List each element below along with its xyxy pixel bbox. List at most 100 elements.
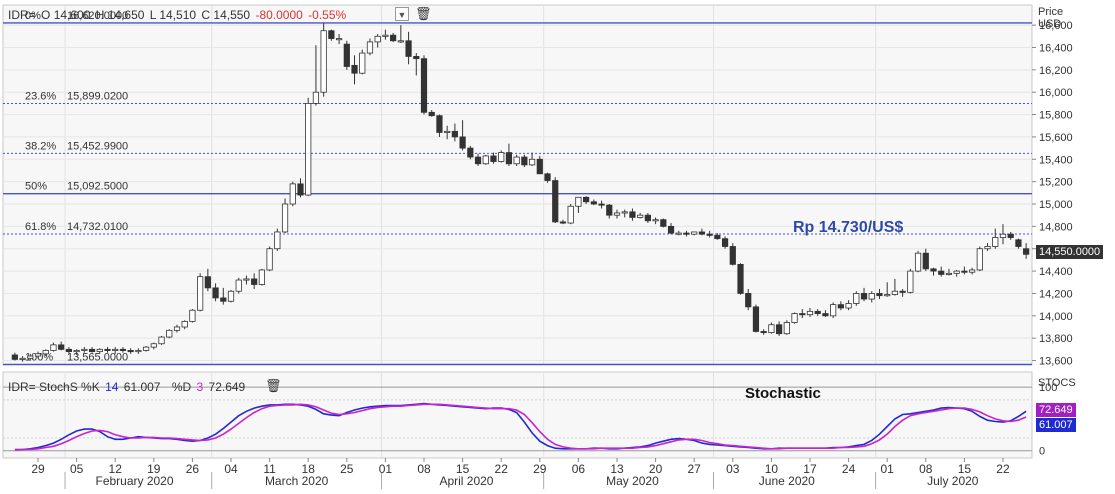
candle-body — [366, 41, 374, 54]
candle-body — [953, 270, 960, 274]
x-tick-label: 11 — [263, 462, 276, 476]
candle-body — [58, 344, 65, 350]
candle-body — [721, 238, 729, 247]
candle-body — [922, 252, 929, 270]
candle-body — [173, 326, 181, 331]
candle-body — [559, 221, 567, 224]
month-label: May 2020 — [606, 474, 659, 488]
candle-body — [96, 348, 103, 352]
price-header: IDR= O 14,600 H 14,650 L 14,510 C 14,550… — [8, 8, 348, 22]
candle-body — [65, 348, 72, 352]
candle-body — [374, 35, 381, 43]
candle-body — [181, 320, 188, 328]
x-tick-label: 13 — [610, 462, 624, 476]
price-tick-label: 15,000 — [1039, 199, 1073, 211]
candle-body — [1015, 239, 1022, 247]
candle-body — [606, 204, 613, 216]
price-tick-label: 16,400 — [1039, 42, 1073, 54]
candle-body — [544, 173, 551, 181]
price-tick-label: 15,600 — [1039, 132, 1073, 144]
candle-body — [969, 269, 976, 273]
fib-level-label: 61.8% — [25, 221, 56, 233]
candle-body — [683, 232, 690, 235]
fib-value-label: 15,899.0200 — [67, 90, 128, 102]
current-price-tag: 14,550.0000 — [1036, 245, 1104, 259]
candle-body — [482, 155, 489, 165]
candle-body — [961, 270, 968, 273]
candle-body — [853, 293, 860, 304]
x-tick-label: 19 — [147, 462, 161, 476]
fib-value-label: 15,092.5000 — [67, 181, 128, 193]
candle-body — [930, 268, 937, 272]
fib-level-label: 23.6% — [25, 90, 56, 102]
candle-body — [50, 344, 57, 351]
candle-body — [629, 211, 636, 218]
price-annotation: Rp 14.730/US$ — [793, 219, 903, 236]
candle-body — [343, 43, 350, 67]
price-tick-label: 16,200 — [1039, 65, 1073, 77]
candle-body — [305, 102, 312, 196]
candle-body — [613, 212, 621, 216]
fib-level-label: 100% — [25, 351, 53, 363]
x-tick-label: 20 — [649, 462, 663, 476]
candle-body — [644, 214, 651, 222]
fib-level-label: 50% — [25, 181, 47, 193]
x-tick-label: 17 — [803, 462, 817, 476]
x-tick-label: 01 — [881, 462, 895, 476]
candle-body — [413, 56, 420, 60]
candle-body — [698, 231, 706, 235]
candle-body — [652, 219, 659, 222]
fib-level-label: 0% — [25, 10, 41, 22]
trash-icon[interactable]: 🗑 — [415, 6, 432, 21]
candle-body — [814, 310, 821, 314]
candle-body — [1023, 248, 1030, 255]
candle-body — [1007, 233, 1014, 238]
stoch-annotation: Stochastic — [745, 385, 821, 402]
k-period: 14 — [105, 380, 119, 394]
candle-body — [11, 354, 18, 360]
candle-body — [783, 322, 790, 335]
month-label: April 2020 — [439, 474, 493, 488]
candle-body — [791, 313, 798, 323]
candle-body — [42, 350, 49, 355]
candle-body — [945, 272, 953, 275]
x-tick-label: 22 — [996, 462, 1010, 476]
candle-body — [876, 293, 883, 297]
price-tick-label: 15,800 — [1039, 110, 1073, 122]
month-label: July 2020 — [927, 474, 979, 488]
x-tick-label: 18 — [302, 462, 316, 476]
price-tick-label: 13,600 — [1039, 356, 1073, 368]
candle-body — [189, 309, 196, 322]
candle-body — [158, 336, 165, 345]
x-tick-label: 08 — [919, 462, 933, 476]
d-value: 72.649 — [208, 380, 246, 394]
fib-value-label: 13,565.0000 — [67, 351, 128, 363]
change-value: -80.0000 — [255, 8, 303, 22]
candle-body — [992, 237, 999, 247]
fib-value-label: 14,732.0100 — [67, 221, 128, 233]
x-tick-label: 22 — [495, 462, 509, 476]
stoch-tick-label: 100 — [1039, 382, 1057, 394]
trash-icon[interactable]: 🗑 — [265, 378, 282, 393]
candle-body — [289, 183, 296, 205]
candle-body — [397, 40, 404, 43]
price-axis-title-line2: USD — [1038, 18, 1062, 30]
candle-body — [667, 225, 675, 234]
candle-body — [528, 158, 536, 166]
month-label: February 2020 — [95, 474, 173, 488]
chevron-down-icon[interactable]: ▼ — [395, 7, 409, 21]
candle-body — [729, 246, 736, 265]
symbol-label: IDR= — [8, 8, 36, 22]
candle-body — [266, 248, 273, 271]
candle-body — [351, 64, 358, 74]
d-label: %D — [171, 380, 192, 394]
candle-body — [405, 40, 412, 57]
candle-body — [884, 294, 891, 297]
candle-body — [938, 270, 945, 275]
candle-body — [691, 231, 698, 235]
candle-body — [328, 30, 335, 39]
candle-body — [312, 91, 320, 104]
candle-body — [907, 270, 914, 293]
candle-body — [845, 303, 852, 309]
